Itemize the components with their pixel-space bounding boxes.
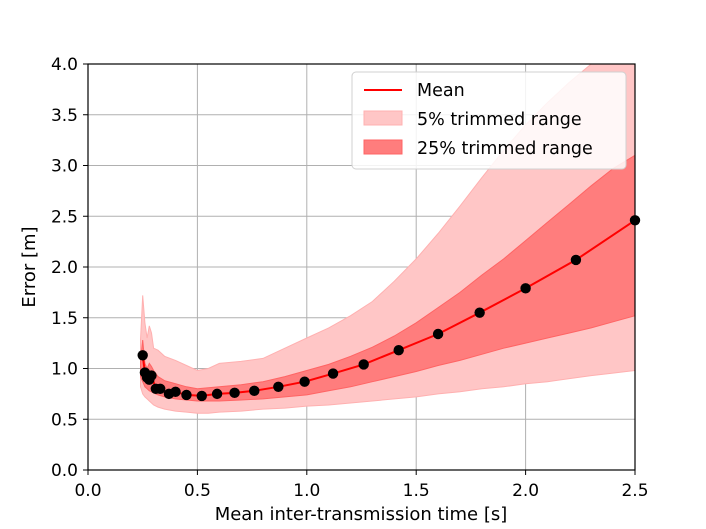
x-axis-ticks: 0.0 0.5 1.0 1.5 2.0 2.5 — [74, 470, 649, 501]
mean-data-point — [273, 381, 284, 392]
legend: Mean 5% trimmed range 25% trimmed range — [351, 71, 627, 170]
mean-data-point — [137, 350, 148, 361]
x-tick-label: 2.0 — [512, 481, 539, 501]
x-tick-label: 1.5 — [403, 481, 430, 501]
mean-data-point — [155, 383, 166, 394]
legend-mean-label: Mean — [417, 81, 465, 101]
y-tick-label: 0.5 — [51, 410, 78, 430]
legend-5-trimmed-swatch — [363, 110, 403, 126]
x-tick-label: 2.5 — [621, 481, 648, 501]
y-tick-label: 3.0 — [51, 157, 78, 177]
data-points-layer — [137, 215, 641, 402]
legend-25-trimmed-label: 25% trimmed range — [417, 139, 593, 159]
y-tick-label: 0.0 — [51, 461, 78, 481]
mean-data-point — [474, 307, 485, 318]
mean-data-point — [432, 328, 444, 340]
mean-data-point — [393, 345, 404, 356]
x-tick-label: 0.5 — [184, 481, 211, 501]
y-tick-label: 2.0 — [51, 258, 78, 278]
y-axis-ticks: 0.0 0.5 1.0 1.5 2.0 2.5 3.0 3.5 4.0 — [51, 55, 88, 481]
mean-data-point — [196, 390, 207, 402]
y-tick-label: 2.5 — [51, 207, 78, 227]
mean-data-point — [570, 254, 582, 266]
y-axis-label: Error [m] — [19, 226, 40, 307]
mean-data-point — [211, 388, 223, 400]
mean-data-point — [358, 359, 369, 370]
legend-25-trimmed-swatch — [363, 139, 403, 155]
mean-data-point — [327, 368, 339, 379]
y-tick-label: 1.5 — [51, 309, 78, 329]
x-axis-label: Mean inter-transmission time [s] — [215, 504, 508, 525]
x-tick-label: 1.0 — [293, 481, 320, 501]
mean-data-point — [229, 387, 240, 399]
y-tick-label: 4.0 — [51, 55, 78, 75]
mean-data-point — [146, 370, 157, 381]
legend-frame — [351, 71, 627, 170]
x-tick-label: 0.0 — [74, 481, 101, 501]
mean-data-point — [249, 385, 260, 397]
mean-data-point — [181, 389, 192, 401]
mean-data-point — [299, 376, 310, 387]
y-tick-label: 1.0 — [51, 360, 78, 380]
mean-data-point — [520, 283, 531, 294]
y-tick-label: 3.5 — [51, 106, 78, 126]
mean-data-point — [170, 386, 181, 398]
legend-5-trimmed-label: 5% trimmed range — [417, 110, 582, 130]
